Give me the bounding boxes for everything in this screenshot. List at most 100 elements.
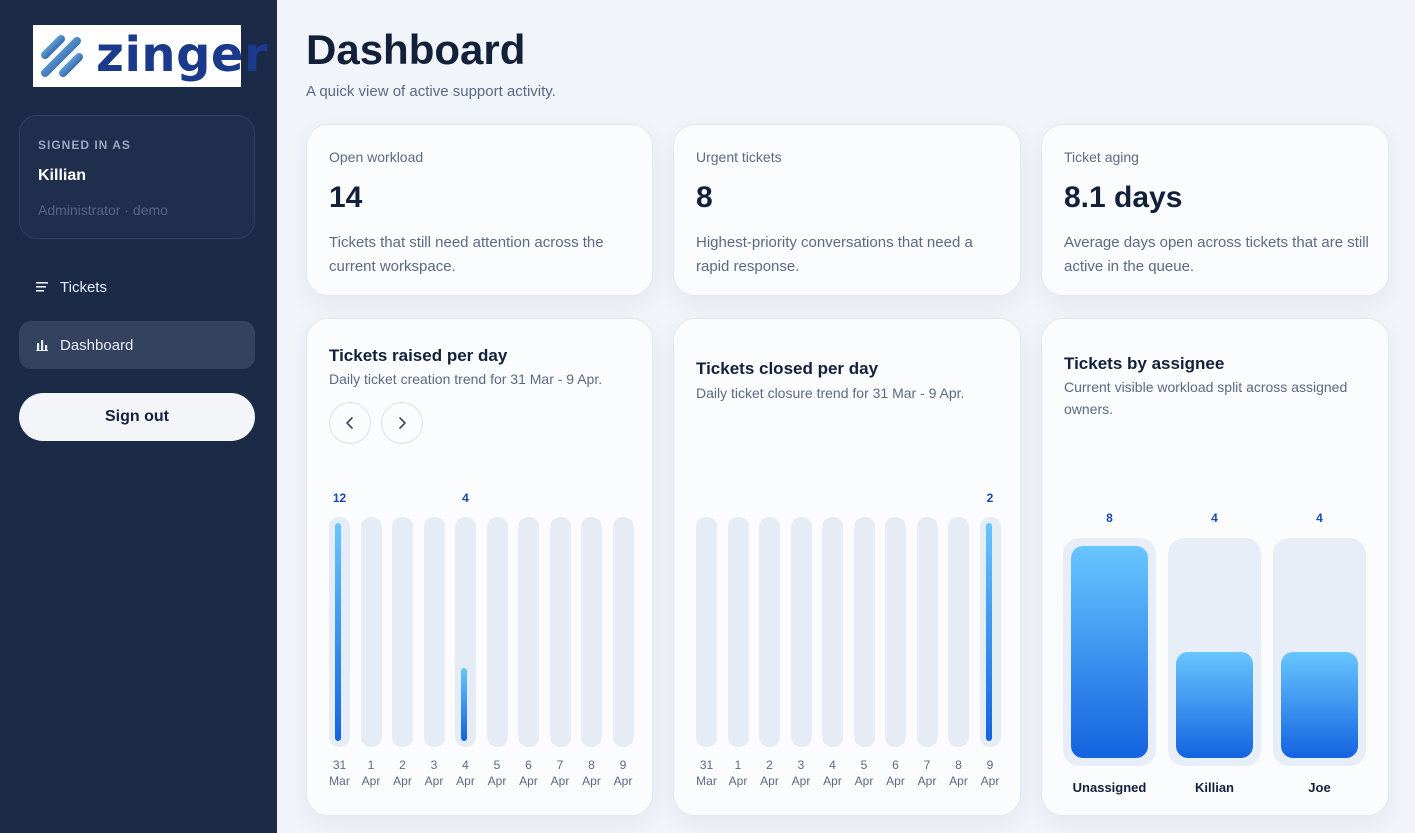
- chevron-right-icon: [399, 417, 406, 429]
- chart-data-label: 4: [462, 491, 469, 505]
- stat-card-urgent-tickets: Urgent tickets 8 Highest-priority conver…: [673, 124, 1021, 296]
- stat-label: Ticket aging: [1064, 149, 1139, 165]
- sign-out-button[interactable]: Sign out: [19, 393, 255, 441]
- tick-day: 3: [430, 758, 438, 772]
- tick-month: Mar: [329, 774, 350, 788]
- chart-column-track: [696, 517, 717, 747]
- assignee-bar-track: [1168, 538, 1261, 766]
- tick-month: Apr: [823, 774, 842, 788]
- chart-bar[interactable]: [985, 523, 992, 741]
- tick-day: 6: [525, 758, 532, 772]
- chart-category-label: Unassigned: [1072, 780, 1147, 795]
- chart-column-track: [853, 517, 875, 747]
- chart-tick-label: 2 Apr: [755, 757, 785, 789]
- tick-day: 5: [860, 758, 868, 772]
- chart-column-track: [455, 517, 476, 747]
- tick-day: 1: [367, 758, 375, 772]
- chart-title: Tickets closed per day: [696, 359, 879, 378]
- chart-tick-label: 5 Apr: [849, 757, 879, 789]
- chart-column-track: [581, 517, 602, 747]
- chart-category-label: Joe: [1308, 780, 1331, 795]
- chevron-left-icon: [346, 417, 353, 429]
- tick-month: Apr: [550, 774, 570, 788]
- chart-tick-label: 4 Apr: [451, 757, 481, 789]
- tick-month: Apr: [917, 774, 937, 788]
- tick-month: Apr: [456, 774, 475, 788]
- chart-bar[interactable]: [1071, 546, 1148, 758]
- chart-column-track: [822, 517, 843, 747]
- tick-month: Apr: [613, 774, 633, 788]
- chart-bar[interactable]: [461, 668, 467, 741]
- chart-tick-label: 8 Apr: [944, 757, 974, 789]
- chart-column-track: [727, 517, 749, 747]
- tick-day: 31: [332, 758, 347, 772]
- stat-label: Urgent tickets: [696, 149, 782, 165]
- chart-column-track: [549, 517, 571, 747]
- chart-tick-label: 7 Apr: [545, 757, 575, 789]
- chart-tick-label: 4 Apr: [818, 757, 848, 789]
- chart-column-track: [916, 517, 938, 747]
- stat-description: Tickets that still need attention across…: [329, 234, 604, 275]
- stat-card-ticket-aging: Ticket aging 8.1 days Average days open …: [1041, 124, 1389, 296]
- sidebar: zinger SIGNED IN AS Killian Administrato…: [0, 0, 277, 833]
- chart-tick-label: 31 Mar: [325, 757, 355, 789]
- next-button[interactable]: [381, 402, 423, 444]
- chart-subtitle: Daily ticket creation trend for 31 Mar -…: [329, 371, 603, 387]
- tick-month: Apr: [980, 774, 1000, 788]
- chart-data-label: 4: [1316, 511, 1323, 525]
- stat-label: Open workload: [329, 149, 424, 165]
- assignee-bar-track: [1273, 538, 1366, 766]
- chart-card-tickets-raised: Tickets raised per day Daily ticket crea…: [306, 318, 653, 816]
- tick-day: 31: [699, 758, 714, 772]
- tick-month: Apr: [949, 774, 968, 788]
- chart-bar[interactable]: [335, 523, 341, 741]
- brand-logo[interactable]: zinger: [33, 25, 268, 87]
- tick-month: Apr: [760, 774, 779, 788]
- tick-day: 2: [766, 758, 773, 772]
- chart-bar[interactable]: [1281, 652, 1358, 758]
- tick-month: Apr: [487, 774, 507, 788]
- tick-month: Apr: [854, 774, 874, 788]
- stat-description: Highest-priority conversations that need…: [696, 234, 973, 275]
- signed-in-label: SIGNED IN AS: [38, 138, 131, 152]
- nav-item-dashboard[interactable]: Dashboard: [19, 321, 255, 369]
- chart-column-track: [423, 517, 445, 747]
- chart-card-tickets-closed: Tickets closed per day Daily ticket clos…: [673, 318, 1021, 816]
- chart-bar[interactable]: [1176, 652, 1253, 758]
- chart-tick-label: 6 Apr: [514, 757, 544, 789]
- chart-tick-label: 9 Apr: [975, 757, 1005, 789]
- bar-chart-icon: [36, 340, 48, 351]
- chart-tick-label: 1 Apr: [723, 757, 753, 789]
- tick-day: 4: [829, 758, 836, 772]
- page-title: Dashboard: [306, 26, 526, 73]
- user-name: Killian: [38, 167, 87, 184]
- previous-button[interactable]: [329, 402, 371, 444]
- chart-tick-label: 9 Apr: [608, 757, 638, 789]
- signed-in-card: SIGNED IN AS Killian Administrator · dem…: [19, 115, 255, 239]
- brand-name: zinger: [96, 27, 269, 83]
- chart-category-label: Killian: [1194, 780, 1234, 795]
- tick-day: 8: [588, 758, 595, 772]
- chart-tick-label: 1 Apr: [356, 757, 386, 789]
- tick-month: Mar: [696, 774, 717, 788]
- tick-day: 1: [734, 758, 742, 772]
- list-icon: [36, 282, 48, 292]
- tick-day: 8: [955, 758, 962, 772]
- chart-column-track: [885, 517, 906, 747]
- stat-card-open-workload: Open workload 14 Tickets that still need…: [306, 124, 653, 296]
- tick-month: Apr: [393, 774, 412, 788]
- chart-tick-label: 8 Apr: [577, 757, 607, 789]
- stat-value: 8: [696, 181, 713, 214]
- tick-day: 6: [892, 758, 899, 772]
- chart-title: Tickets raised per day: [329, 346, 508, 365]
- chart-title: Tickets by assignee: [1064, 354, 1225, 373]
- chart-column-track: [360, 517, 382, 747]
- nav-item-tickets[interactable]: Tickets: [19, 263, 255, 311]
- chart-tick-label: 7 Apr: [912, 757, 942, 789]
- chart-data-label: 2: [986, 491, 994, 505]
- chart-column-track: [518, 517, 539, 747]
- nav-item-label: Dashboard: [60, 336, 134, 354]
- chart-column-track: [486, 517, 508, 747]
- chart-column-track: [612, 517, 634, 747]
- chart-column-track: [979, 517, 1001, 747]
